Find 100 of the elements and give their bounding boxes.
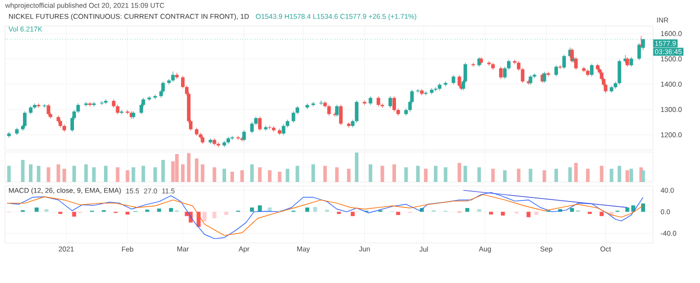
bar [392, 164, 396, 182]
bar [92, 167, 96, 182]
bar [396, 212, 400, 216]
candlestick [507, 59, 511, 70]
bar [153, 167, 157, 182]
candlestick [292, 110, 296, 123]
bar [168, 208, 173, 212]
bar [500, 212, 505, 216]
candlestick [618, 59, 622, 86]
bar [212, 212, 216, 218]
bar [346, 168, 351, 182]
bar [278, 172, 282, 182]
bar [350, 212, 355, 216]
bar [434, 166, 438, 182]
bar [104, 166, 108, 182]
bar [534, 212, 538, 216]
candlestick [499, 66, 503, 80]
bar [629, 168, 634, 182]
bar [305, 207, 310, 212]
bar [444, 167, 448, 182]
bar [296, 166, 300, 182]
bar [528, 168, 532, 182]
candlestick [354, 100, 358, 123]
bar [554, 168, 558, 182]
bar [250, 207, 254, 212]
bar [230, 172, 234, 182]
bar [224, 212, 228, 216]
bar [34, 207, 39, 212]
bar [268, 170, 272, 182]
bar [526, 212, 531, 218]
candlestick [88, 102, 92, 107]
bar [157, 208, 162, 212]
bar [7, 166, 11, 182]
bar [568, 167, 572, 182]
candlestick [542, 71, 546, 84]
candlestick [161, 81, 165, 94]
bar [641, 170, 645, 182]
bar [626, 170, 630, 182]
bar [202, 212, 207, 222]
bar [126, 212, 130, 214]
bar [132, 167, 136, 182]
bar [458, 162, 462, 182]
candlestick [258, 116, 262, 132]
bar [465, 208, 470, 212]
bar [368, 164, 372, 182]
bar [610, 168, 614, 182]
bar [116, 167, 120, 182]
bar [404, 167, 408, 182]
candlestick [458, 74, 462, 88]
candlestick [590, 63, 594, 77]
bar [354, 152, 358, 182]
candlestick [520, 67, 524, 84]
bar [36, 166, 40, 182]
bar [335, 167, 339, 182]
candlestick [562, 54, 566, 70]
candlestick [126, 110, 130, 115]
bar [240, 170, 244, 182]
bar [489, 212, 493, 214]
candlestick [22, 110, 27, 128]
candlestick [362, 100, 366, 106]
candlestick [181, 76, 185, 89]
candlestick [487, 60, 491, 66]
bar [181, 164, 185, 182]
bar [200, 164, 204, 182]
candlestick [376, 96, 380, 107]
candlestick [554, 64, 558, 77]
candlestick [116, 104, 120, 115]
bar [503, 170, 507, 182]
bar [161, 160, 165, 182]
bar [416, 166, 420, 182]
bar [586, 168, 590, 182]
candlestick [388, 96, 392, 108]
bar [600, 212, 604, 216]
bar [477, 167, 481, 182]
bar [28, 164, 32, 182]
bar [222, 168, 226, 182]
candlestick [171, 71, 175, 82]
bar [126, 170, 130, 182]
candlestick [327, 104, 331, 116]
bar [542, 170, 546, 182]
bar [464, 166, 468, 182]
bar [600, 166, 604, 182]
bar [62, 168, 66, 182]
bar [46, 167, 50, 182]
bar [516, 168, 520, 182]
candlestick [516, 60, 520, 72]
bar [618, 166, 622, 182]
bar [142, 166, 146, 182]
candlestick [76, 103, 80, 114]
bar [625, 207, 630, 212]
bar [72, 212, 76, 217]
bar [72, 166, 76, 182]
bar [570, 208, 574, 212]
bar [641, 203, 646, 212]
candlestick [339, 104, 343, 126]
bar [574, 162, 578, 182]
candlestick [626, 56, 630, 68]
candlestick [452, 74, 456, 85]
bar [313, 206, 318, 212]
bar [311, 164, 315, 182]
